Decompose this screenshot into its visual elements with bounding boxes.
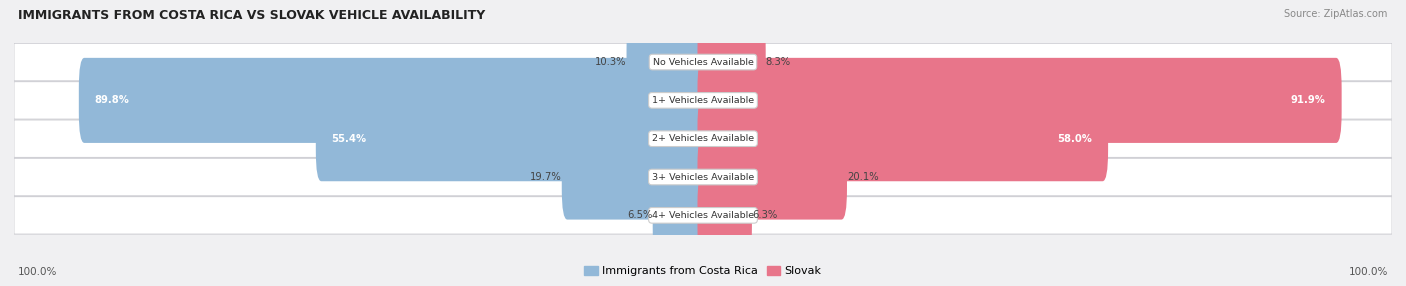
FancyBboxPatch shape (627, 19, 709, 105)
FancyBboxPatch shape (652, 173, 709, 258)
Text: 4+ Vehicles Available: 4+ Vehicles Available (652, 211, 754, 220)
Text: 2+ Vehicles Available: 2+ Vehicles Available (652, 134, 754, 143)
Text: 55.4%: 55.4% (332, 134, 367, 144)
Text: 6.3%: 6.3% (752, 210, 778, 220)
FancyBboxPatch shape (14, 82, 1392, 119)
Text: 19.7%: 19.7% (530, 172, 562, 182)
Text: IMMIGRANTS FROM COSTA RICA VS SLOVAK VEHICLE AVAILABILITY: IMMIGRANTS FROM COSTA RICA VS SLOVAK VEH… (18, 9, 485, 21)
Text: 100.0%: 100.0% (18, 267, 58, 277)
FancyBboxPatch shape (14, 43, 1392, 81)
FancyBboxPatch shape (562, 134, 709, 220)
Text: 1+ Vehicles Available: 1+ Vehicles Available (652, 96, 754, 105)
FancyBboxPatch shape (14, 196, 1392, 234)
FancyBboxPatch shape (697, 96, 1108, 181)
Text: 20.1%: 20.1% (846, 172, 879, 182)
Text: 10.3%: 10.3% (595, 57, 627, 67)
FancyBboxPatch shape (79, 58, 709, 143)
FancyBboxPatch shape (697, 134, 846, 220)
FancyBboxPatch shape (697, 173, 752, 258)
FancyBboxPatch shape (697, 19, 766, 105)
FancyBboxPatch shape (14, 120, 1392, 158)
Text: Source: ZipAtlas.com: Source: ZipAtlas.com (1284, 9, 1388, 19)
Text: 8.3%: 8.3% (766, 57, 790, 67)
Legend: Immigrants from Costa Rica, Slovak: Immigrants from Costa Rica, Slovak (579, 261, 827, 281)
Text: 58.0%: 58.0% (1057, 134, 1092, 144)
Text: 89.8%: 89.8% (94, 96, 129, 105)
FancyBboxPatch shape (316, 96, 709, 181)
Text: 6.5%: 6.5% (627, 210, 652, 220)
Text: 91.9%: 91.9% (1291, 96, 1326, 105)
Text: 3+ Vehicles Available: 3+ Vehicles Available (652, 172, 754, 182)
FancyBboxPatch shape (697, 58, 1341, 143)
Text: 100.0%: 100.0% (1348, 267, 1388, 277)
FancyBboxPatch shape (14, 158, 1392, 196)
Text: No Vehicles Available: No Vehicles Available (652, 57, 754, 67)
